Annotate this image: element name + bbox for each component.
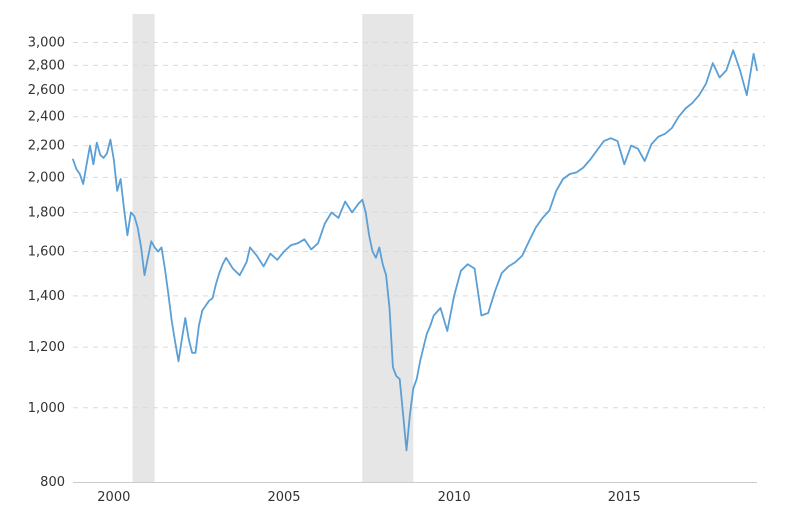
x-tick-label: 2015 [608, 490, 641, 505]
x-axis-tick-labels: 2000 2005 2010 2015 [97, 490, 641, 505]
y-tick-label: 2,800 [28, 58, 65, 73]
x-tick-label: 2000 [97, 490, 130, 505]
y-tick-label: 2,000 [28, 170, 65, 185]
recession-band-2 [362, 14, 414, 482]
y-tick-label: 3,000 [28, 35, 65, 50]
y-tick-label: 1,000 [28, 401, 65, 416]
y-tick-label: 1,200 [28, 340, 65, 355]
y-tick-label: 1,600 [28, 245, 65, 260]
y-axis-tick-labels: 800 1,000 1,200 1,400 1,600 1,800 2,000 2,200 2,… [28, 35, 65, 490]
y-tick-label: 2,400 [28, 110, 65, 125]
y-tick-label: 1,400 [28, 289, 65, 304]
series-lines [72, 49, 758, 452]
x-tick-label: 2010 [438, 490, 471, 505]
y-tick-label: 1,800 [28, 205, 65, 220]
x-tick-label: 2005 [267, 490, 300, 505]
series-line-1 [72, 49, 758, 452]
y-tick-label: 2,200 [28, 139, 65, 154]
recession-bands [132, 14, 414, 482]
y-tick-label: 2,600 [28, 83, 65, 98]
recession-band-1 [132, 14, 155, 482]
y-tick-label: 800 [40, 475, 65, 490]
